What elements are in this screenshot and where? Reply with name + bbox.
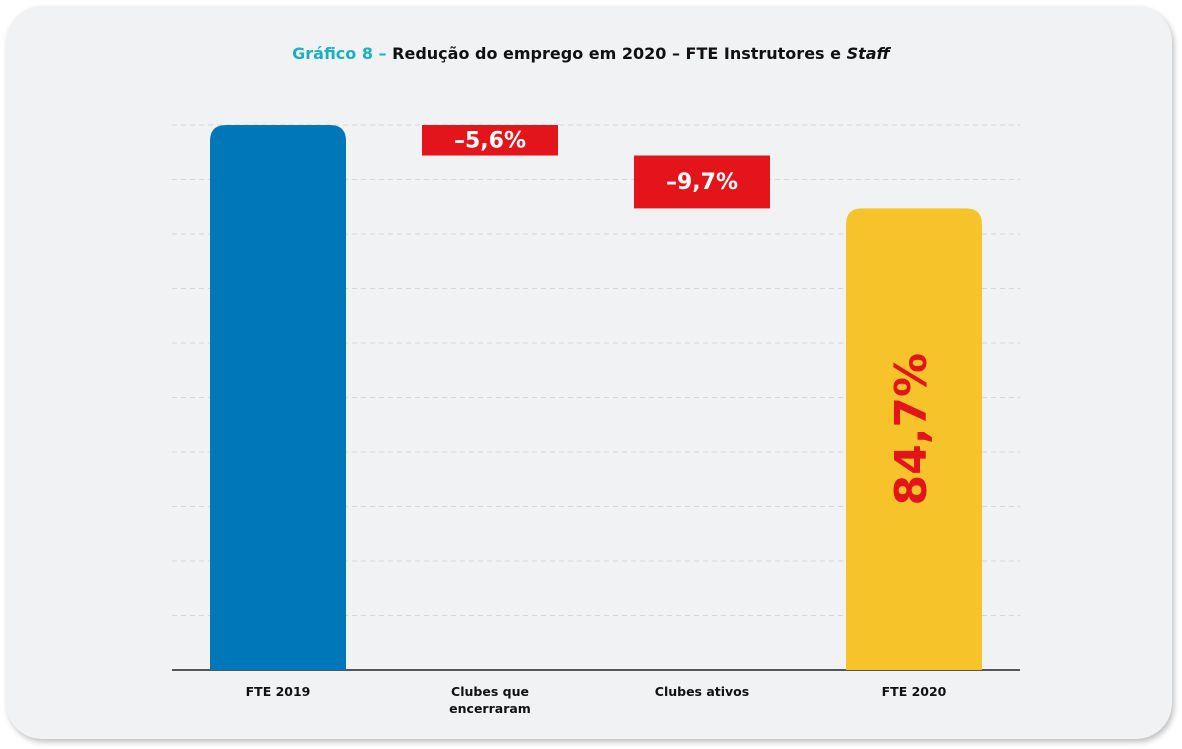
value-label: –5,6% (454, 128, 526, 153)
delta-bar (422, 125, 558, 156)
chart-title: Gráfico 8 – Redução do emprego em 2020 –… (0, 44, 1182, 63)
delta-bar (634, 155, 770, 209)
bar (846, 208, 982, 670)
x-tick-label: Clubes ativos (654, 684, 750, 699)
bar (210, 125, 346, 670)
title-main: Redução do emprego em 2020 – FTE Instrut… (392, 44, 841, 63)
x-tick-label: FTE 2019 (245, 684, 311, 699)
x-tick-label: FTE 2020 (881, 684, 947, 699)
title-prefix: Gráfico 8 – (292, 44, 387, 63)
title-italic: Staff (846, 44, 890, 63)
value-label: 84,7% (886, 353, 937, 506)
x-tick-label: Clubes que encerraram (449, 684, 531, 716)
value-label: –9,7% (666, 170, 738, 195)
